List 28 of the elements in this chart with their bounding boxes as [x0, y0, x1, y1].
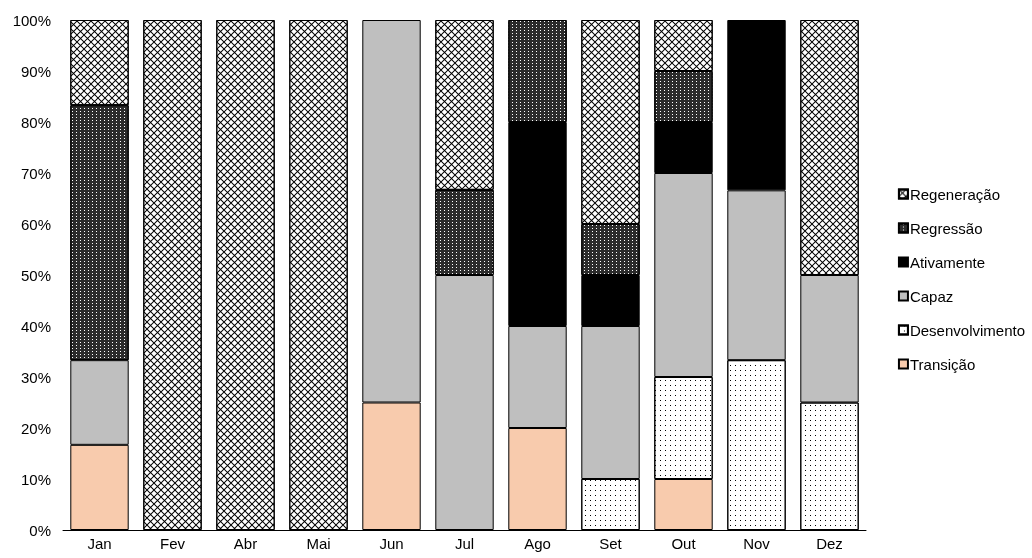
- x-tick-label: Fev: [159, 535, 186, 552]
- legend-label: Transição: [909, 355, 976, 373]
- y-tick-label: 50%: [20, 266, 51, 284]
- x-tick-label: Jan: [87, 535, 112, 552]
- x-tick-label: Nov: [743, 535, 771, 552]
- x-tick-label: Dez: [816, 535, 843, 552]
- y-tick-label: 20%: [20, 419, 51, 437]
- x-tick-label: Jun: [379, 535, 404, 552]
- x-tick-label: Abr: [233, 535, 258, 552]
- x-tick-label: Ago: [524, 535, 551, 552]
- y-tick-label: 60%: [20, 215, 51, 233]
- legend-label: Desenvolvimento: [909, 321, 1026, 339]
- legend-label: Regressão: [909, 219, 983, 237]
- legend-label: Capaz: [909, 287, 954, 305]
- y-tick-label: 80%: [20, 113, 51, 131]
- y-tick-label: 100%: [12, 11, 51, 29]
- y-tick-label: 70%: [20, 164, 51, 182]
- y-tick-label: 40%: [20, 317, 51, 335]
- x-tick-label: Out: [671, 535, 697, 552]
- y-tick-label: 10%: [20, 470, 51, 488]
- legend-label: Ativamente: [909, 253, 985, 271]
- y-tick-label: 0%: [29, 521, 51, 539]
- x-tick-label: Mai: [306, 535, 331, 552]
- x-tick-label: Set: [599, 535, 623, 552]
- legend-label: Regeneração: [909, 185, 1001, 203]
- y-tick-label: 90%: [20, 62, 51, 80]
- y-tick-label: 30%: [20, 368, 51, 386]
- x-tick-label: Jul: [454, 535, 475, 552]
